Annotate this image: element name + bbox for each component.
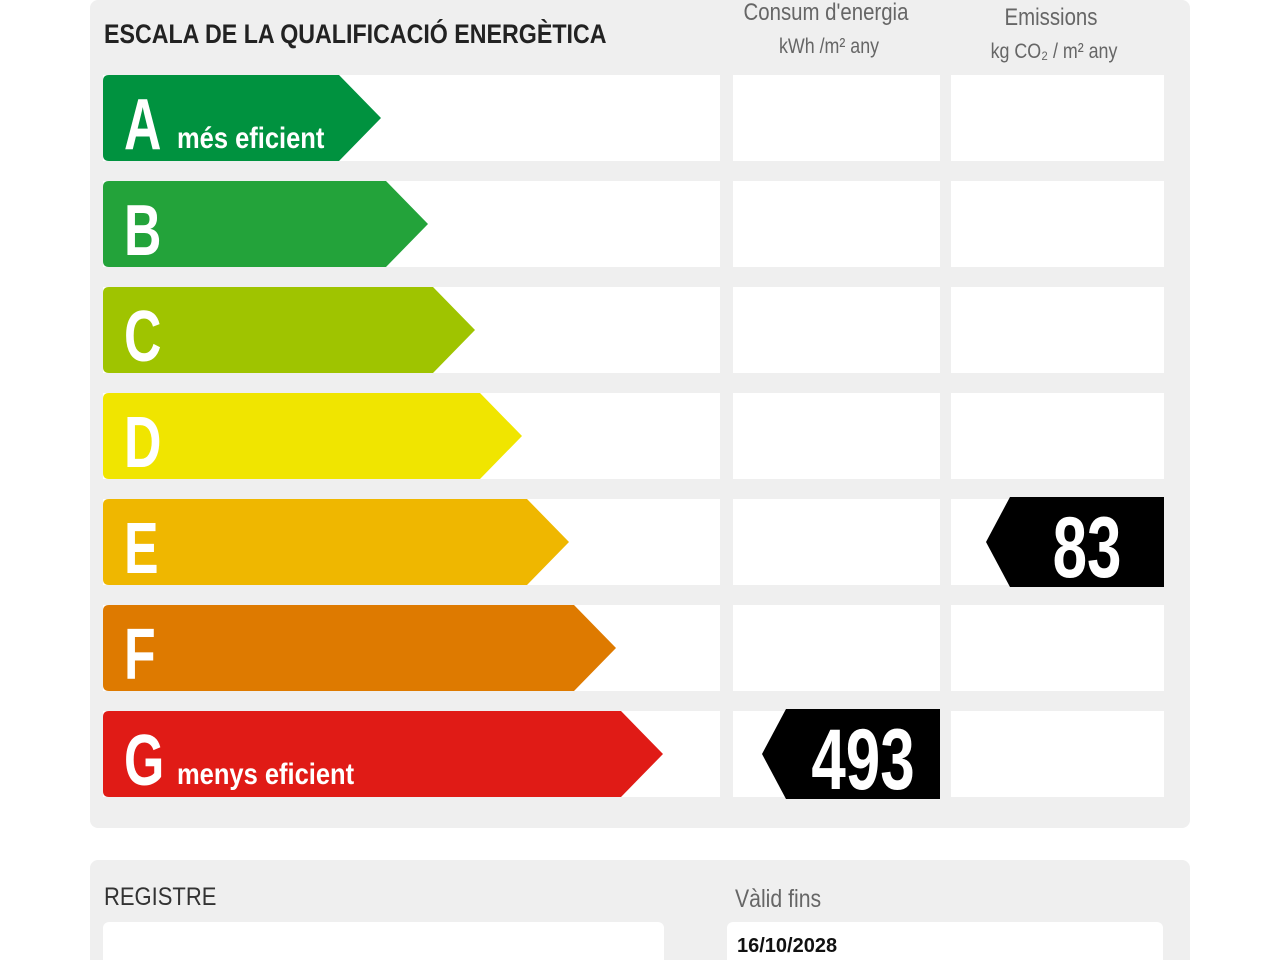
value-cell	[951, 393, 1164, 479]
grade-label: menys eficient	[177, 757, 354, 790]
validity-date: 16/10/2028	[737, 935, 837, 957]
value-cell	[733, 181, 940, 267]
value-cell	[951, 711, 1164, 797]
grade-letter: B	[124, 191, 161, 271]
grade-label: més eficient	[177, 121, 324, 154]
grade-arrow	[103, 605, 616, 691]
value-cell	[951, 75, 1164, 161]
grade-arrow	[103, 75, 381, 161]
grade-arrow	[103, 287, 475, 373]
value-cell	[951, 605, 1164, 691]
value-cell	[733, 393, 940, 479]
grade-letter: E	[124, 509, 159, 589]
validity-field	[727, 922, 1163, 965]
rating-tag	[762, 709, 940, 799]
rating-value: 83	[1053, 499, 1122, 595]
grade-letter: G	[124, 721, 164, 801]
grade-arrow	[103, 393, 522, 479]
value-cell	[733, 499, 940, 585]
column-unit: kg CO₂ / m² any	[991, 40, 1118, 64]
value-cell	[951, 181, 1164, 267]
validity-label: Vàlid fins	[735, 884, 821, 912]
grade-arrow	[103, 711, 663, 797]
value-cell	[733, 605, 940, 691]
column-title: Emissions	[1005, 3, 1098, 30]
grade-letter: C	[124, 297, 161, 377]
grade-arrow	[103, 499, 569, 585]
title: ESCALA DE LA QUALIFICACIÓ ENERGÈTICA	[104, 17, 606, 49]
register-label: REGISTRE	[104, 883, 216, 911]
value-cell	[733, 75, 940, 161]
value-cell	[733, 287, 940, 373]
grade-arrow	[103, 181, 428, 267]
column-title: Consum d'energia	[744, 0, 909, 25]
rating-tag	[986, 497, 1164, 587]
grade-letter: A	[124, 85, 161, 165]
grade-letter: F	[124, 615, 156, 695]
value-cell	[951, 287, 1164, 373]
column-unit: kWh /m² any	[779, 35, 879, 59]
register-field	[103, 922, 664, 965]
rating-value: 493	[811, 711, 914, 807]
grade-letter: D	[124, 403, 161, 483]
